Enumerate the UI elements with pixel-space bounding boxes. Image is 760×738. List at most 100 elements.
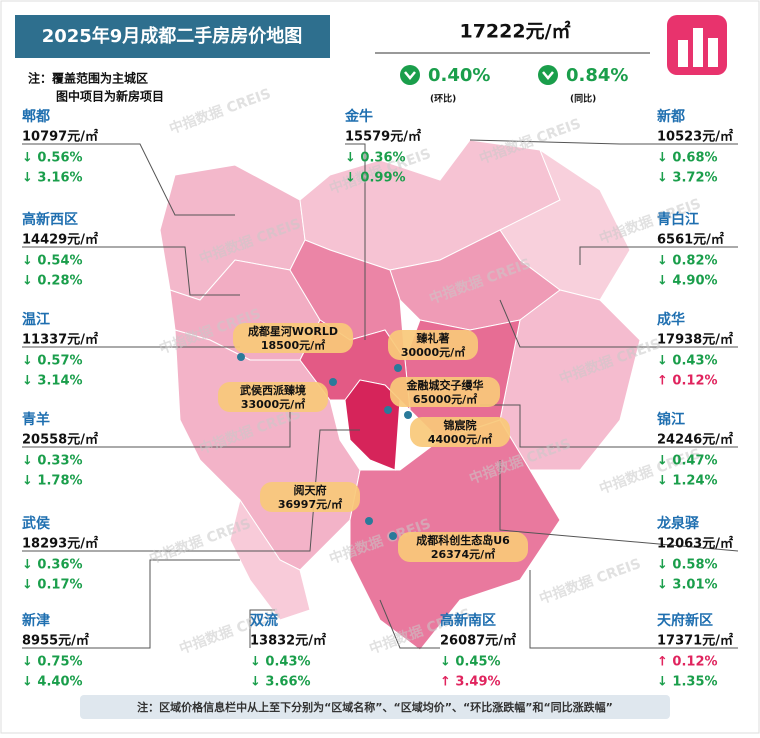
region: [229, 498, 311, 621]
project-dot: [237, 353, 245, 361]
project-price: 26374元/㎡: [431, 547, 495, 561]
district-mom: ↓ 0.57%: [22, 354, 83, 369]
district-mom: ↓ 0.82%: [657, 254, 718, 269]
district-yoy: ↓ 1.35%: [657, 675, 718, 690]
leader-line: [249, 609, 275, 648]
project-label: [388, 330, 478, 360]
district-name: 高新南区: [440, 612, 496, 629]
district-name: 新津: [22, 612, 50, 629]
leader-line: [529, 570, 738, 649]
logo: [678, 40, 688, 67]
district-price: 26087元/㎡: [440, 633, 516, 649]
district-mom: ↓ 0.43%: [250, 655, 311, 670]
footer-box: [80, 695, 670, 719]
district-price: 17371元/㎡: [657, 633, 733, 649]
district-name: 温江: [22, 311, 50, 328]
leader-line: [22, 143, 235, 216]
district-name: 武侯: [22, 515, 51, 532]
project-name: 成都科创生态岛U6: [416, 533, 510, 547]
project-label: [410, 417, 510, 447]
district-name: 龙泉驿: [656, 515, 700, 532]
district-price: 11337元/㎡: [22, 332, 98, 348]
leader-line: [22, 405, 291, 448]
district-mom: ↓ 0.45%: [440, 655, 501, 670]
district-blocks: 郫都 10797元/㎡ ↓ 0.56% ↓ 3.16% 高新西区 14429元/㎡ ↓ 0.…: [22, 108, 733, 690]
project-name: 臻礼著: [416, 331, 450, 345]
district-price: 10797元/㎡: [22, 129, 98, 145]
district-mom: ↓ 0.33%: [22, 454, 83, 469]
district-yoy: ↓ 3.14%: [22, 374, 83, 389]
project-name: 锦宸院: [444, 418, 477, 432]
project-price: 33000元/㎡: [241, 397, 305, 411]
district-yoy: ↓ 3.72%: [657, 171, 718, 186]
down-icon: [400, 65, 420, 85]
district-name: 青白江: [657, 211, 699, 228]
leader-line: [499, 299, 738, 348]
overall-yoy: 0.84%: [566, 65, 628, 86]
leader-line: [499, 460, 739, 552]
district-mom: ↑ 0.12%: [657, 655, 718, 670]
leader-line: [480, 404, 738, 448]
district-price: 15579元/㎡: [345, 129, 421, 145]
logo: [708, 38, 718, 67]
district-mom: ↓ 0.68%: [657, 151, 718, 166]
project-dot: [404, 411, 412, 419]
district-mom: ↓ 0.58%: [657, 558, 718, 573]
project-label: [233, 323, 353, 353]
project-dot: [384, 406, 392, 414]
district-yoy: ↑ 0.12%: [657, 374, 718, 389]
district-price: 24246元/㎡: [657, 432, 733, 448]
district-mom: ↓ 0.54%: [22, 254, 83, 269]
district-mom: ↓ 0.36%: [22, 558, 83, 573]
district-price: 14429元/㎡: [22, 232, 98, 248]
leader-line: [22, 559, 240, 649]
district-name: 双流: [250, 612, 278, 629]
district-price: 10523元/㎡: [657, 129, 733, 145]
project-price: 44000元/㎡: [428, 432, 492, 446]
footer-note: 注：区域价格信息栏中从上至下分别为“区域名称”、“区域均价”、“环比涨跌幅”和“…: [137, 700, 613, 714]
district-yoy: ↓ 0.28%: [22, 274, 83, 289]
down-icon: [538, 65, 558, 85]
project-label: [218, 382, 328, 412]
district-yoy: ↓ 0.17%: [22, 578, 83, 593]
region: [344, 379, 401, 471]
map: [159, 139, 641, 651]
project-label: [260, 482, 360, 512]
project-name: 武侯西派臻境: [240, 383, 306, 397]
district-price: 13832元/㎡: [250, 633, 326, 649]
project-name: 成都星河WORLD: [248, 324, 338, 338]
mom-label: (环比): [430, 93, 456, 105]
project-name: 金融城交子缦华: [406, 378, 484, 392]
district-name: 郫都: [22, 108, 50, 125]
leader-line: [22, 246, 240, 296]
project-dot: [365, 517, 373, 525]
district-mom: ↓ 0.43%: [657, 354, 718, 369]
district-name: 天府新区: [657, 612, 713, 629]
leader-line: [379, 599, 440, 649]
down-icon: [542, 71, 554, 80]
district-name: 金牛: [344, 108, 373, 125]
project-dot: [389, 532, 397, 540]
project-label: [398, 532, 528, 562]
leader-line: [579, 246, 738, 265]
district-yoy: ↓ 3.16%: [22, 171, 83, 186]
district-price: 12063元/㎡: [657, 536, 733, 552]
district-yoy: ↓ 0.99%: [345, 171, 406, 186]
project-label: [390, 377, 500, 407]
title-box: [15, 15, 330, 58]
district-name: 新都: [657, 108, 685, 125]
note: 注：覆盖范围为主城区: [28, 71, 148, 86]
district-price: 8955元/㎡: [22, 633, 89, 649]
district-price: 6561元/㎡: [657, 232, 724, 248]
project-price: 30000元/㎡: [401, 345, 465, 359]
project-dot: [329, 378, 337, 386]
district-yoy: ↓ 3.01%: [657, 578, 718, 593]
district-yoy: ↓ 3.66%: [250, 675, 311, 690]
district-yoy: ↓ 1.78%: [22, 474, 83, 489]
overall-price: 17222元/㎡: [459, 20, 570, 43]
district-mom: ↓ 0.47%: [657, 454, 718, 469]
district-name: 青羊: [22, 411, 50, 428]
district-mom: ↓ 0.36%: [345, 151, 406, 166]
